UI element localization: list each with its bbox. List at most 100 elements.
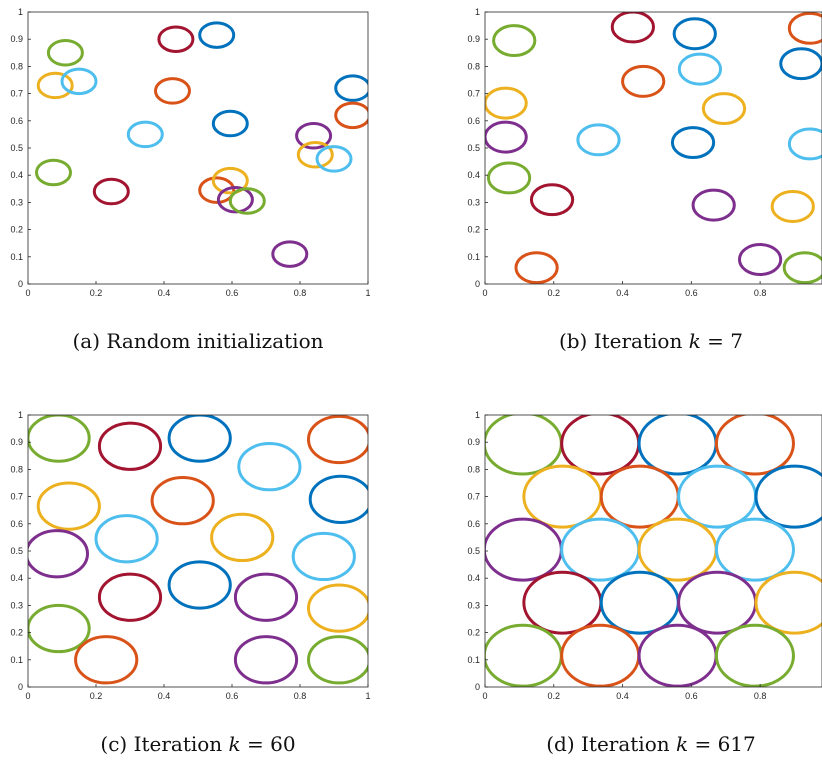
y-tick-label: 0.9 xyxy=(10,437,23,447)
y-tick-label: 0.1 xyxy=(10,252,23,262)
circle-7-crimson xyxy=(157,25,195,53)
circle-16-yellow xyxy=(770,190,815,223)
circle-4-cyan xyxy=(237,442,302,492)
y-tick-label: 0.3 xyxy=(467,600,480,610)
circles-layer xyxy=(485,415,822,687)
axes-box xyxy=(484,414,822,688)
y-tick-label: 0.5 xyxy=(467,546,480,556)
circle-19-blue xyxy=(334,74,368,102)
circle-6-yellow xyxy=(36,481,101,531)
x-tick-label: 0.2 xyxy=(90,288,103,298)
circle-17-green xyxy=(485,623,563,687)
circle-9-blue xyxy=(198,21,236,49)
circle-2-yellow xyxy=(485,86,528,120)
circle-19-purple xyxy=(233,635,299,685)
x-tick-label: 0 xyxy=(482,288,487,298)
circle-17-green xyxy=(28,603,91,654)
y-tick-label: 0.6 xyxy=(10,519,23,529)
circle-10-blue xyxy=(211,109,249,138)
circle-1-green xyxy=(492,24,537,58)
circle-3-cyan xyxy=(60,67,98,96)
circle-4-green xyxy=(486,161,532,195)
y-tick-label: 0 xyxy=(475,279,480,289)
circle-7-cyan xyxy=(677,464,758,529)
circle-13-blue xyxy=(670,126,716,160)
y-tick-label: 0.5 xyxy=(467,143,480,153)
x-tick-label: 0 xyxy=(482,691,487,701)
x-tick-label: 0.4 xyxy=(158,288,171,298)
panel-d: 0 0.2 0.4 0.6 0.8 0 0.1 0.2 0.3 0.4 0.5 0.6 0.7 0.8 0.… xyxy=(467,410,822,756)
circle-3-blue xyxy=(637,415,718,476)
y-tick-label: 0.2 xyxy=(10,225,23,235)
y-tick-label: 0.8 xyxy=(10,61,23,71)
circle-16-yellow xyxy=(307,583,368,633)
circle-5-yellow xyxy=(522,464,603,529)
y-tick-label: 1 xyxy=(475,410,480,420)
y-tick-label: 0.9 xyxy=(10,34,23,44)
circle-19-orange xyxy=(787,12,822,45)
y-tick-label: 0.7 xyxy=(10,492,23,502)
circle-3-blue xyxy=(167,415,232,463)
circle-8-blue xyxy=(308,474,368,524)
circle-3-purple xyxy=(485,120,528,154)
y-tick-label: 0.8 xyxy=(467,464,480,474)
circle-1-green xyxy=(485,415,563,476)
circle-14-blue xyxy=(599,570,680,635)
x-tick-label: 0.6 xyxy=(226,288,239,298)
circle-5-crimson xyxy=(529,183,575,217)
y-tick-label: 0 xyxy=(475,682,480,692)
caption: (b) Iteration k = 7 xyxy=(559,329,743,353)
y-tick-label: 0.9 xyxy=(467,437,480,447)
circle-7-orange xyxy=(150,476,215,526)
x-tick-label: 0 xyxy=(25,288,30,298)
y-tick-label: 0 xyxy=(18,682,23,692)
y-tick-label: 0.5 xyxy=(10,143,23,153)
circles-layer xyxy=(35,21,368,268)
circle-10-blue xyxy=(672,17,717,51)
circle-18-orange xyxy=(74,635,139,685)
x-tick-label: 0.6 xyxy=(685,691,698,701)
circle-15-purple xyxy=(233,572,299,622)
axes-box xyxy=(484,11,822,285)
circle-8-orange xyxy=(154,77,191,105)
circle-9-purple xyxy=(485,517,563,582)
x-tick-label: 0.4 xyxy=(616,691,629,701)
y-tick-label: 0.4 xyxy=(467,573,480,583)
y-tick-label: 0.6 xyxy=(10,116,23,126)
circle-18-cyan xyxy=(315,145,353,173)
circle-13-purple xyxy=(216,185,254,214)
x-tick-label: 0.4 xyxy=(158,691,171,701)
axes: 0 0.2 0.4 0.6 0.8 1 0 0.1 0.2 0.3 0.4 0.5 0.6 0.7 0.8 0… xyxy=(10,410,370,701)
axes: 0 0.2 0.4 0.6 0.8 0 0.1 0.2 0.3 0.4 0.5 0.6 0.7 0.8 0.… xyxy=(467,7,822,298)
circles-layer xyxy=(485,12,822,284)
panel-b: 0 0.2 0.4 0.6 0.8 0 0.1 0.2 0.3 0.4 0.5 0.6 0.7 0.8 0.… xyxy=(467,7,822,353)
y-tick-label: 0.4 xyxy=(10,170,23,180)
circle-2-crimson xyxy=(560,415,641,476)
circle-18-blue xyxy=(779,47,822,81)
circles-layer xyxy=(28,415,368,685)
circle-6-orange xyxy=(599,464,680,529)
circle-16-purple xyxy=(295,122,333,150)
circle-8-crimson xyxy=(610,12,655,44)
y-tick-label: 0.1 xyxy=(467,252,480,262)
y-tick-label: 0.8 xyxy=(467,61,480,71)
y-tick-label: 0.7 xyxy=(10,89,23,99)
y-tick-label: 0.7 xyxy=(467,492,480,502)
y-tick-label: 0.5 xyxy=(10,546,23,556)
caption: (d) Iteration k = 617 xyxy=(546,732,756,756)
circle-11-yellow xyxy=(637,517,718,582)
circle-18-orange xyxy=(560,623,641,687)
axes: 0 0.2 0.4 0.6 0.8 1 0 0.1 0.2 0.3 0.4 0.5 0.6 0.7 0.8 0… xyxy=(10,7,370,298)
circle-12-cyan xyxy=(714,517,795,582)
circle-12-cyan xyxy=(291,531,356,582)
y-tick-label: 0.8 xyxy=(10,464,23,474)
x-tick-label: 0.8 xyxy=(754,691,767,701)
y-tick-label: 1 xyxy=(18,410,23,420)
axes: 0 0.2 0.4 0.6 0.8 0 0.1 0.2 0.3 0.4 0.5 0.6 0.7 0.8 0.… xyxy=(467,410,822,701)
x-tick-label: 0.6 xyxy=(685,288,698,298)
circle-16-yellow xyxy=(754,570,822,635)
circle-15-purple xyxy=(677,570,758,635)
circle-5-crimson xyxy=(92,177,130,206)
circle-9-orange xyxy=(621,64,666,98)
